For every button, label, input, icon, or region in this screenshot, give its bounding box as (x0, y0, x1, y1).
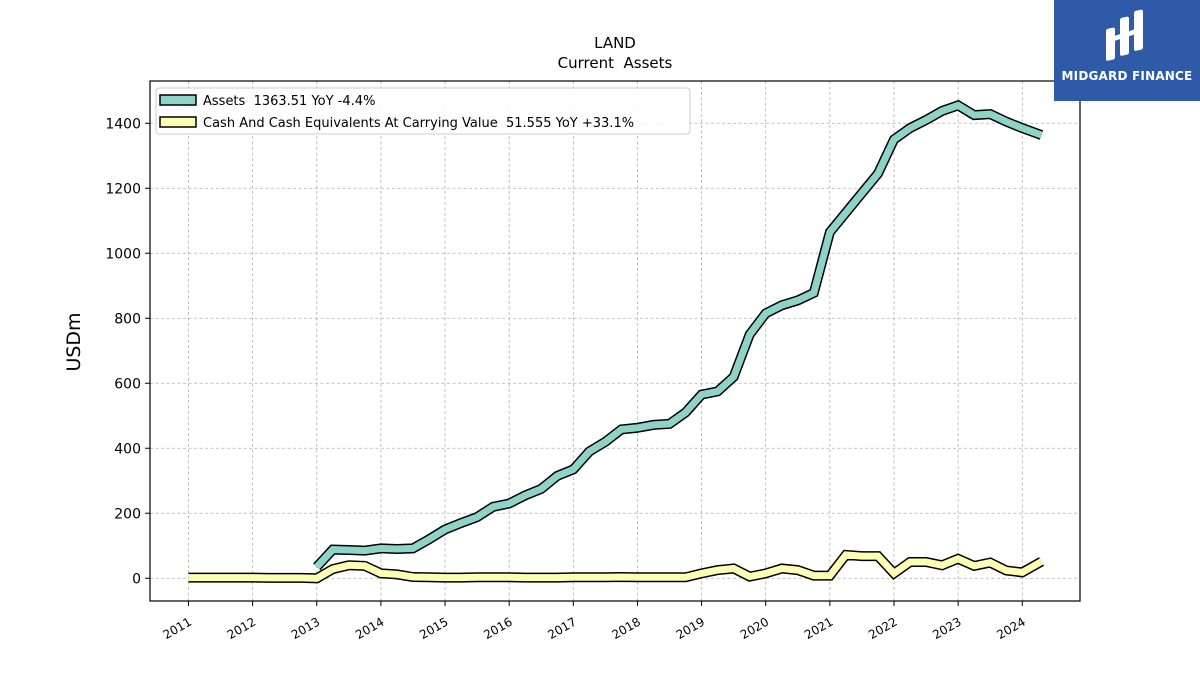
x-tick-label: 2012 (225, 615, 258, 642)
y-tick-label: 1000 (105, 246, 141, 262)
y-tick-label: 1400 (105, 116, 141, 132)
y-tick-label: 800 (114, 311, 141, 327)
series-cash-line (188, 549, 1044, 584)
x-tick-label: 2016 (481, 615, 514, 642)
x-tick-label: 2018 (610, 615, 643, 642)
x-tick-label: 2020 (738, 615, 771, 642)
series-fill (188, 551, 1044, 582)
legend-swatch (159, 94, 197, 106)
plot-frame (149, 80, 1081, 602)
series-assets-line (313, 99, 1044, 571)
x-tick-label: 2015 (417, 615, 450, 642)
plot-lines (188, 99, 1044, 584)
logo: MIDGARD FINANCE (1054, 0, 1200, 101)
legend-box (155, 87, 691, 135)
grid (150, 81, 1080, 601)
legend-entry: Assets 1363.51 YoY -4.4% (203, 94, 375, 109)
legend: Assets 1363.51 YoY -4.4% Cash And Cash Eq… (155, 87, 691, 135)
y-ticks: 0 200 400 600 800 1000 1200 1400 (105, 116, 150, 587)
logo-text: MIDGARD FINANCE (1061, 69, 1193, 83)
x-tick-label: 2019 (674, 615, 707, 642)
y-tick-label: 1200 (105, 181, 141, 197)
x-tick-label: 2021 (802, 615, 835, 642)
y-axis-label: USDm (63, 312, 85, 371)
x-tick-label: 2014 (353, 615, 386, 642)
x-tick-label: 2017 (545, 615, 578, 642)
y-tick-label: 0 (132, 571, 141, 587)
chart-subtitle: Current Assets (558, 54, 673, 72)
chart-title: LAND (594, 34, 636, 52)
x-tick-label: 2022 (866, 615, 899, 642)
series-fill (314, 101, 1043, 570)
series-outline (313, 99, 1044, 571)
x-tick-label: 2011 (161, 615, 194, 642)
x-tick-label: 2023 (930, 615, 963, 642)
midgard-logo-icon (1106, 9, 1143, 61)
legend-entry: Cash And Cash Equivalents At Carrying Va… (203, 116, 634, 131)
y-tick-label: 600 (114, 376, 141, 392)
x-ticks: 2011 2012 2013 2014 2015 2016 2017 2018 2019 2020… (161, 601, 1028, 642)
y-tick-label: 200 (114, 506, 141, 522)
x-tick-label: 2013 (289, 615, 322, 642)
x-tick-label: 2024 (994, 615, 1027, 642)
legend-swatch (159, 116, 197, 128)
y-tick-label: 400 (114, 441, 141, 457)
